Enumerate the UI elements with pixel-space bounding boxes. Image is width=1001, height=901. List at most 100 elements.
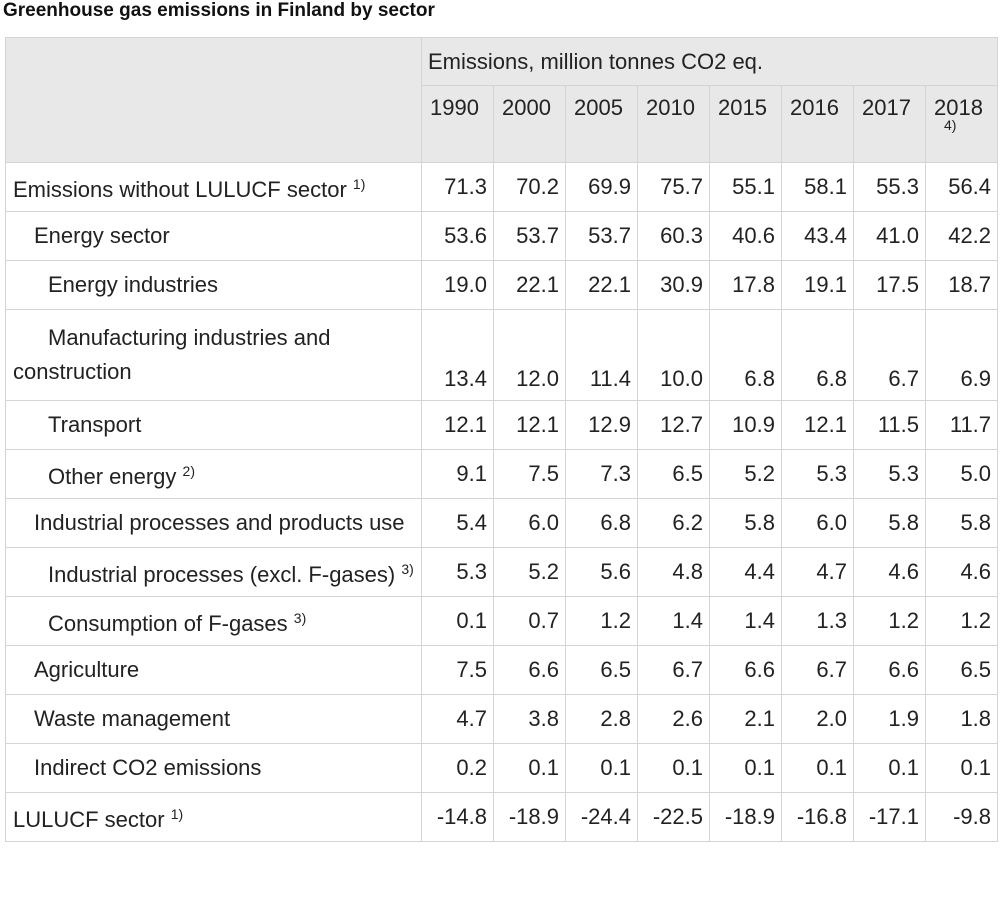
- value-cell: 58.1: [781, 162, 854, 212]
- label-text: Waste management: [34, 706, 231, 731]
- value-cell: -14.8: [421, 792, 494, 842]
- value-cell: -18.9: [493, 792, 566, 842]
- value-cell: 12.7: [637, 400, 710, 450]
- value-cell: 5.3: [853, 449, 926, 499]
- value-cell: 5.0: [924, 449, 999, 499]
- value-cell: 12.1: [781, 400, 854, 450]
- value-cell: 2.8: [565, 694, 638, 744]
- value-cell: 56.4: [924, 162, 999, 212]
- value-cell: 11.7: [924, 400, 999, 450]
- value-cell: -22.5: [637, 792, 710, 842]
- value-cell: 75.7: [637, 162, 710, 212]
- value-cell: 17.5: [853, 260, 926, 310]
- year-header: 2010: [637, 85, 710, 163]
- year: 2000: [502, 95, 551, 120]
- value-cell: 1.2: [924, 596, 999, 646]
- row-label: Energy sector: [5, 211, 422, 261]
- table-row: LULUCF sector 1) -14.8 -18.9 -24.4 -22.5 -18.…: [5, 792, 999, 842]
- year: 1990: [430, 95, 479, 120]
- row-label: Energy industries: [5, 260, 422, 310]
- value-cell: 2.0: [781, 694, 854, 744]
- footnote: 2): [182, 463, 195, 479]
- value-cell: 19.0: [421, 260, 494, 310]
- header-group: Emissions, million tonnes CO2 eq.: [420, 37, 999, 86]
- value-cell: 1.4: [709, 596, 782, 646]
- value-cell: 19.1: [781, 260, 854, 310]
- value-cell: 53.6: [421, 211, 494, 261]
- label-text: Emissions without LULUCF sector: [13, 177, 347, 202]
- table-row: Industrial processes (excl. F-gases) 3) 5…: [5, 547, 999, 597]
- footnote: 3): [293, 610, 307, 626]
- label-text: Transport: [48, 412, 142, 437]
- year-header: 1990: [421, 85, 494, 163]
- row-label: Indirect CO2 emissions: [5, 743, 422, 793]
- value-cell: 2.1: [709, 694, 782, 744]
- row-label: Transport: [5, 400, 422, 450]
- value-cell: 5.3: [781, 449, 854, 499]
- value-cell: 6.7: [637, 645, 710, 695]
- emissions-table: Emissions, million tonnes CO2 eq. 1990 20…: [5, 37, 999, 842]
- value-cell: 5.6: [565, 547, 638, 597]
- value-cell: 60.3: [637, 211, 710, 261]
- value-cell: 11.4: [565, 309, 638, 401]
- year-header: 2015: [709, 85, 782, 163]
- row-label: Industrial processes and products use: [5, 498, 422, 548]
- value-cell: 30.9: [637, 260, 710, 310]
- value-cell: 13.4: [421, 309, 494, 401]
- table-row: Other energy 2) 9.1 7.5 7.3 6.5 5.2 5.3 5.3 5.0: [5, 449, 999, 499]
- value-cell: 41.0: [853, 211, 926, 261]
- value-cell: 3.8: [493, 694, 566, 744]
- label-text: Energy industries: [48, 272, 218, 297]
- year: 2016: [790, 95, 839, 120]
- year: 2018: [934, 95, 983, 120]
- table-header: Emissions, million tonnes CO2 eq. 1990 20…: [5, 37, 999, 163]
- value-cell: 55.1: [709, 162, 782, 212]
- year: 2005: [574, 95, 623, 120]
- value-cell: -9.8: [924, 792, 999, 842]
- value-cell: 5.3: [421, 547, 494, 597]
- value-cell: 0.1: [709, 743, 782, 793]
- label-text: Industrial processes and products use: [34, 510, 405, 535]
- value-cell: 1.8: [924, 694, 999, 744]
- value-cell: 4.7: [781, 547, 854, 597]
- value-cell: 1.2: [565, 596, 638, 646]
- footnote: 1): [170, 806, 184, 822]
- value-cell: 5.8: [924, 498, 999, 548]
- value-cell: 7.3: [565, 449, 638, 499]
- value-cell: 18.7: [924, 260, 999, 310]
- value-cell: -24.4: [565, 792, 638, 842]
- value-cell: 17.8: [709, 260, 782, 310]
- value-cell: 5.2: [709, 449, 782, 499]
- value-cell: 6.7: [781, 645, 854, 695]
- year-header: 2005: [565, 85, 638, 163]
- value-cell: 53.7: [493, 211, 566, 261]
- value-cell: 69.9: [565, 162, 638, 212]
- value-cell: 70.2: [493, 162, 566, 212]
- value-cell: 5.2: [493, 547, 566, 597]
- value-cell: 4.4: [709, 547, 782, 597]
- value-cell: 7.5: [493, 449, 566, 499]
- table-row: Transport 12.1 12.1 12.9 12.7 10.9 12.1 11.5 11.…: [5, 400, 999, 450]
- year-header: 2000: [493, 85, 566, 163]
- label-text: Indirect CO2 emissions: [34, 755, 262, 780]
- value-cell: 0.1: [781, 743, 854, 793]
- value-cell: 6.6: [493, 645, 566, 695]
- value-cell: 10.9: [709, 400, 782, 450]
- value-cell: 0.7: [493, 596, 566, 646]
- value-cell: 6.2: [637, 498, 710, 548]
- value-cell: 22.1: [493, 260, 566, 310]
- value-cell: 6.8: [781, 309, 854, 401]
- footnote: 1): [352, 176, 366, 192]
- footnote: 3): [401, 561, 414, 577]
- value-cell: -17.1: [853, 792, 926, 842]
- table-row: Manufacturing industries and constructio…: [5, 309, 999, 401]
- year-header: 2016: [781, 85, 854, 163]
- row-label: Consumption of F-gases 3): [5, 596, 422, 646]
- value-cell: 6.5: [924, 645, 999, 695]
- year: 2017: [862, 95, 911, 120]
- year-row: 1990 2000 2005 2010 2015 2016 2017 2018 4): [6, 85, 999, 163]
- label-text: Manufacturing industries and constructio…: [13, 325, 331, 384]
- label-text: Industrial processes (excl. F-gases): [48, 562, 396, 587]
- value-cell: 1.2: [853, 596, 926, 646]
- value-cell: 5.8: [853, 498, 926, 548]
